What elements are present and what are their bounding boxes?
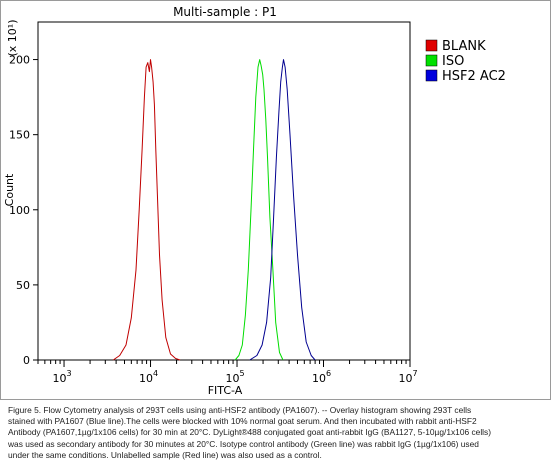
- legend-swatch: [425, 69, 438, 82]
- legend-swatch: [425, 39, 438, 52]
- caption-line: Antibody (PA1607,1µg/1x106 cells) for 30…: [8, 427, 492, 438]
- y-tick-label: 0: [23, 354, 30, 367]
- x-tick-label: 107: [398, 369, 417, 385]
- x-tick-label: 104: [139, 369, 158, 385]
- legend-label: BLANK: [442, 39, 486, 54]
- figure-border: [0, 0, 551, 400]
- y-axis-label: Count: [3, 173, 16, 206]
- y-tick-label: 50: [16, 279, 30, 292]
- x-tick-label: 106: [312, 369, 331, 385]
- figure-caption: Figure 5. Flow Cytometry analysis of 293…: [8, 405, 544, 461]
- x-tick-label-base: 10: [52, 372, 66, 385]
- x-tick-label-exponent: 7: [412, 369, 417, 378]
- x-tick-label-exponent: 5: [239, 369, 244, 378]
- x-tick-label-exponent: 3: [66, 369, 71, 378]
- series-layer: [112, 59, 316, 361]
- x-axis: 103 104 105 106 107: [37, 360, 418, 385]
- flow-cytometry-chart: Multi-sample : P1 (x 10¹) Count FITC-A 0…: [0, 0, 551, 400]
- legend-swatch: [425, 54, 438, 67]
- x-tick-label: 105: [225, 369, 244, 385]
- caption-line: was used as secondary antibody for 30 mi…: [8, 438, 479, 449]
- x-axis-label: FITC-A: [208, 384, 243, 397]
- x-tick-label-base: 10: [312, 372, 326, 385]
- y-tick-label: 200: [9, 54, 30, 67]
- x-tick-label-exponent: 4: [153, 369, 158, 378]
- legend-label: HSF2 AC2: [442, 69, 506, 84]
- x-tick-label: 103: [52, 369, 71, 385]
- legend-label: ISO: [442, 54, 464, 69]
- y-scale-note: (x 10¹): [6, 20, 19, 57]
- x-tick-label-exponent: 6: [326, 369, 331, 378]
- caption-line: stained with PA1607 (Blue line).The cell…: [8, 416, 477, 427]
- y-tick-label: 150: [9, 129, 30, 142]
- caption-line: Figure 5. Flow Cytometry analysis of 293…: [8, 405, 472, 415]
- x-tick-label-base: 10: [398, 372, 412, 385]
- series-line-hsf2-ac2: [249, 59, 316, 361]
- caption-line: under the same conditions. Unlabelled sa…: [8, 449, 322, 460]
- series-line-iso: [234, 59, 284, 361]
- x-tick-label-base: 10: [139, 372, 153, 385]
- y-tick-label: 100: [9, 204, 30, 217]
- y-axis: 0 50 100 150 200: [9, 54, 38, 367]
- chart-title: Multi-sample : P1: [173, 5, 277, 19]
- x-tick-label-base: 10: [225, 372, 239, 385]
- series-line-blank: [112, 59, 181, 361]
